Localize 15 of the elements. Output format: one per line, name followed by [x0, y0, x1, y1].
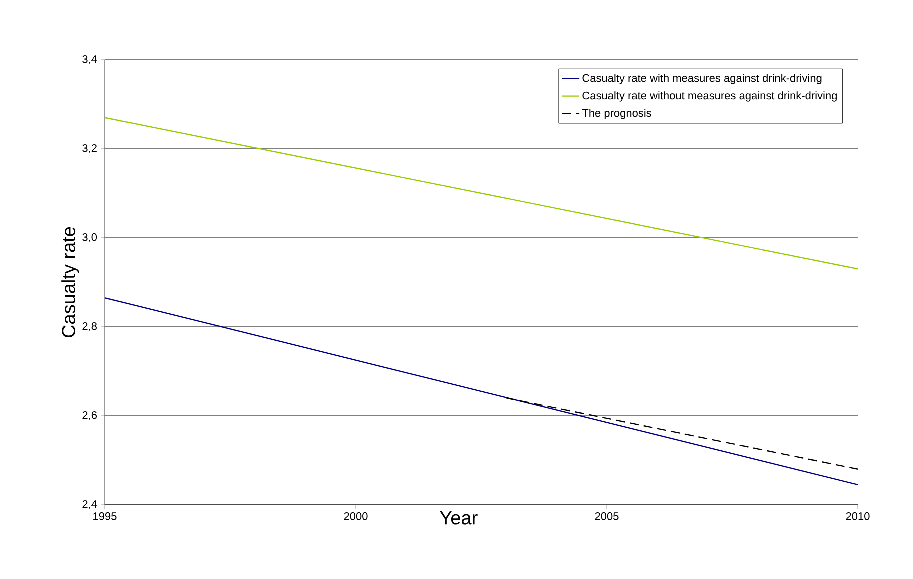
- y-tick-label: 2,4: [82, 500, 98, 510]
- y-tick-label: 2,6: [82, 411, 97, 421]
- y-tick-label: 2,8: [82, 322, 97, 332]
- legend-label: Casualty rate with measures against drink-driving: [582, 74, 822, 84]
- y-tick-label: 3,4: [82, 55, 98, 65]
- x-tick-label: 2010: [846, 512, 870, 520]
- x-tick-label: 2000: [344, 512, 368, 520]
- x-tick-label: 1995: [94, 512, 117, 520]
- legend-label: The prognosis: [582, 109, 652, 120]
- y-tick-label: 3,0: [82, 233, 98, 243]
- x-axis-title: Year: [440, 512, 478, 525]
- legend-label: Casualty rate without measures against drink-driving: [582, 92, 837, 102]
- x-tick-label: 2005: [595, 512, 619, 520]
- y-axis-title: Casualty rate: [62, 227, 80, 338]
- y-tick-label: 3,2: [82, 144, 97, 154]
